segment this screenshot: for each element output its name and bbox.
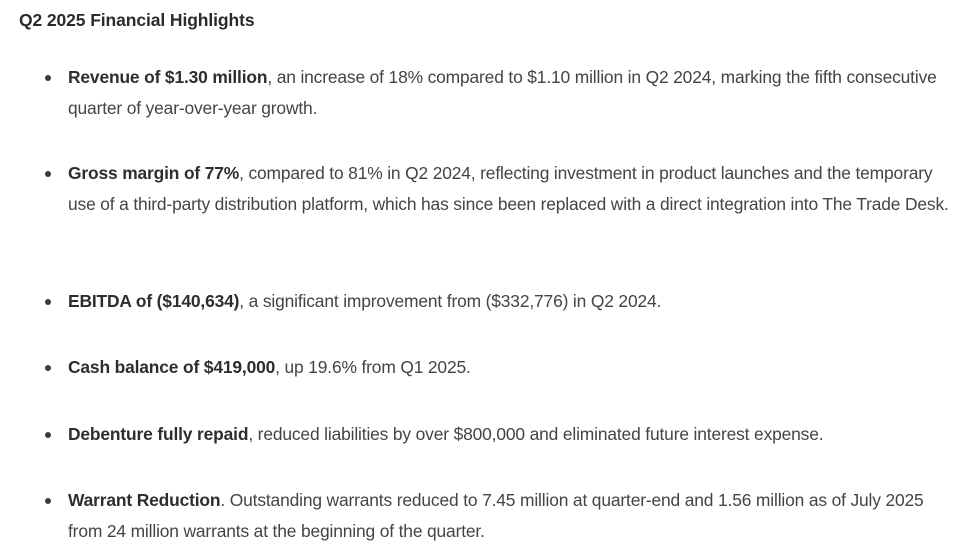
item-lead: Revenue of $1.30 million: [68, 67, 268, 87]
page-title: Q2 2025 Financial Highlights: [19, 10, 255, 30]
list-item: EBITDA of ($140,634), a significant impr…: [45, 286, 958, 317]
item-text: , a significant improvement from ($332,7…: [239, 291, 662, 311]
list-item: Debenture fully repaid, reduced liabilit…: [45, 419, 958, 450]
item-lead: EBITDA of ($140,634): [68, 291, 240, 311]
item-lead: Cash balance of $419,000: [68, 357, 276, 377]
item-lead: Warrant Reduction: [68, 490, 221, 510]
bullet-icon: [45, 299, 51, 305]
list-item: Gross margin of 77%, compared to 81% in …: [45, 158, 958, 220]
item-text: , an increase of 18% compared to $1.10 m…: [68, 67, 937, 118]
list-item: Cash balance of $419,000, up 19.6% from …: [45, 352, 958, 383]
bullet-icon: [45, 365, 51, 371]
item-lead: Gross margin of 77%: [68, 163, 240, 183]
item-text: , up 19.6% from Q1 2025.: [275, 357, 471, 377]
item-text: . Outstanding warrants reduced to 7.45 m…: [68, 490, 924, 541]
list-item: Warrant Reduction. Outstanding warrants …: [45, 485, 958, 547]
bullet-icon: [45, 75, 51, 81]
item-text: , reduced liabilities by over $800,000 a…: [248, 424, 824, 444]
list-item: Revenue of $1.30 million, an increase of…: [45, 62, 958, 124]
bullet-icon: [45, 498, 51, 504]
item-text: , compared to 81% in Q2 2024, reflecting…: [68, 163, 949, 214]
item-lead: Debenture fully repaid: [68, 424, 249, 444]
bullet-icon: [45, 171, 51, 177]
bullet-icon: [45, 432, 51, 438]
